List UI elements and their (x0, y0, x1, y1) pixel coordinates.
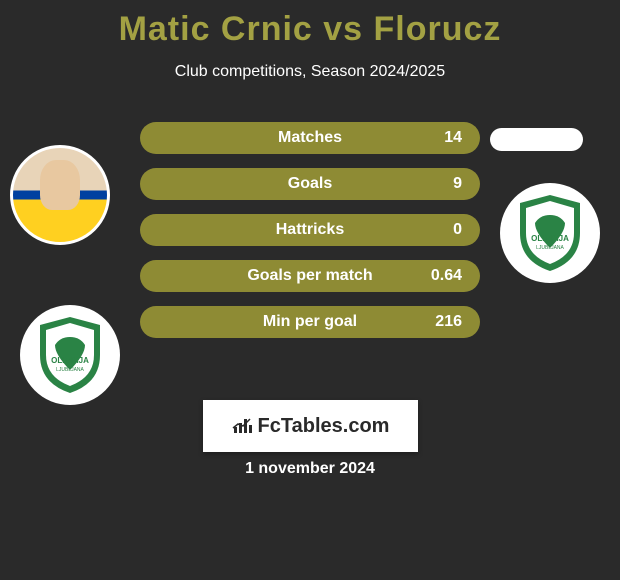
stat-value: 9 (453, 175, 462, 193)
stat-bar: Goals per match0.64 (140, 260, 480, 292)
subtitle: Club competitions, Season 2024/2025 (0, 63, 620, 81)
stat-value: 14 (444, 129, 462, 147)
player-right-pill (490, 128, 583, 151)
stat-label: Min per goal (140, 313, 480, 331)
svg-text:LJUBLJANA: LJUBLJANA (56, 367, 84, 373)
brand-box: FcTables.com (203, 400, 418, 452)
brand-label: FcTables.com (258, 415, 390, 438)
club-badge-right: OLIMPIJA LJUBLJANA (500, 183, 600, 283)
shield-icon: OLIMPIJA LJUBLJANA (515, 193, 585, 273)
stat-bars: Matches14 Goals9 Hattricks0 Goals per match… (140, 122, 480, 352)
svg-text:OLIMPIJA: OLIMPIJA (51, 356, 89, 365)
svg-text:OLIMPIJA: OLIMPIJA (531, 234, 569, 243)
stat-label: Matches (140, 129, 480, 147)
stat-bar: Goals9 (140, 168, 480, 200)
date-text: 1 november 2024 (0, 460, 620, 478)
shield-icon: OLIMPIJA LJUBLJANA (35, 315, 105, 395)
stat-bar: Hattricks0 (140, 214, 480, 246)
page-title: Matic Crnic vs Florucz (0, 0, 620, 49)
stat-bar: Matches14 (140, 122, 480, 154)
stat-label: Goals per match (140, 267, 480, 285)
club-badge-left: OLIMPIJA LJUBLJANA (20, 305, 120, 405)
bars-icon (232, 417, 254, 435)
stat-bar: Min per goal216 (140, 306, 480, 338)
svg-text:LJUBLJANA: LJUBLJANA (536, 245, 564, 251)
stat-value: 0 (453, 221, 462, 239)
stat-value: 216 (435, 313, 462, 331)
player-head-shape (40, 160, 80, 210)
stat-value: 0.64 (431, 267, 462, 285)
player-left-avatar (10, 145, 110, 245)
stat-label: Goals (140, 175, 480, 193)
stat-label: Hattricks (140, 221, 480, 239)
brand-text: FcTables.com (232, 415, 390, 438)
